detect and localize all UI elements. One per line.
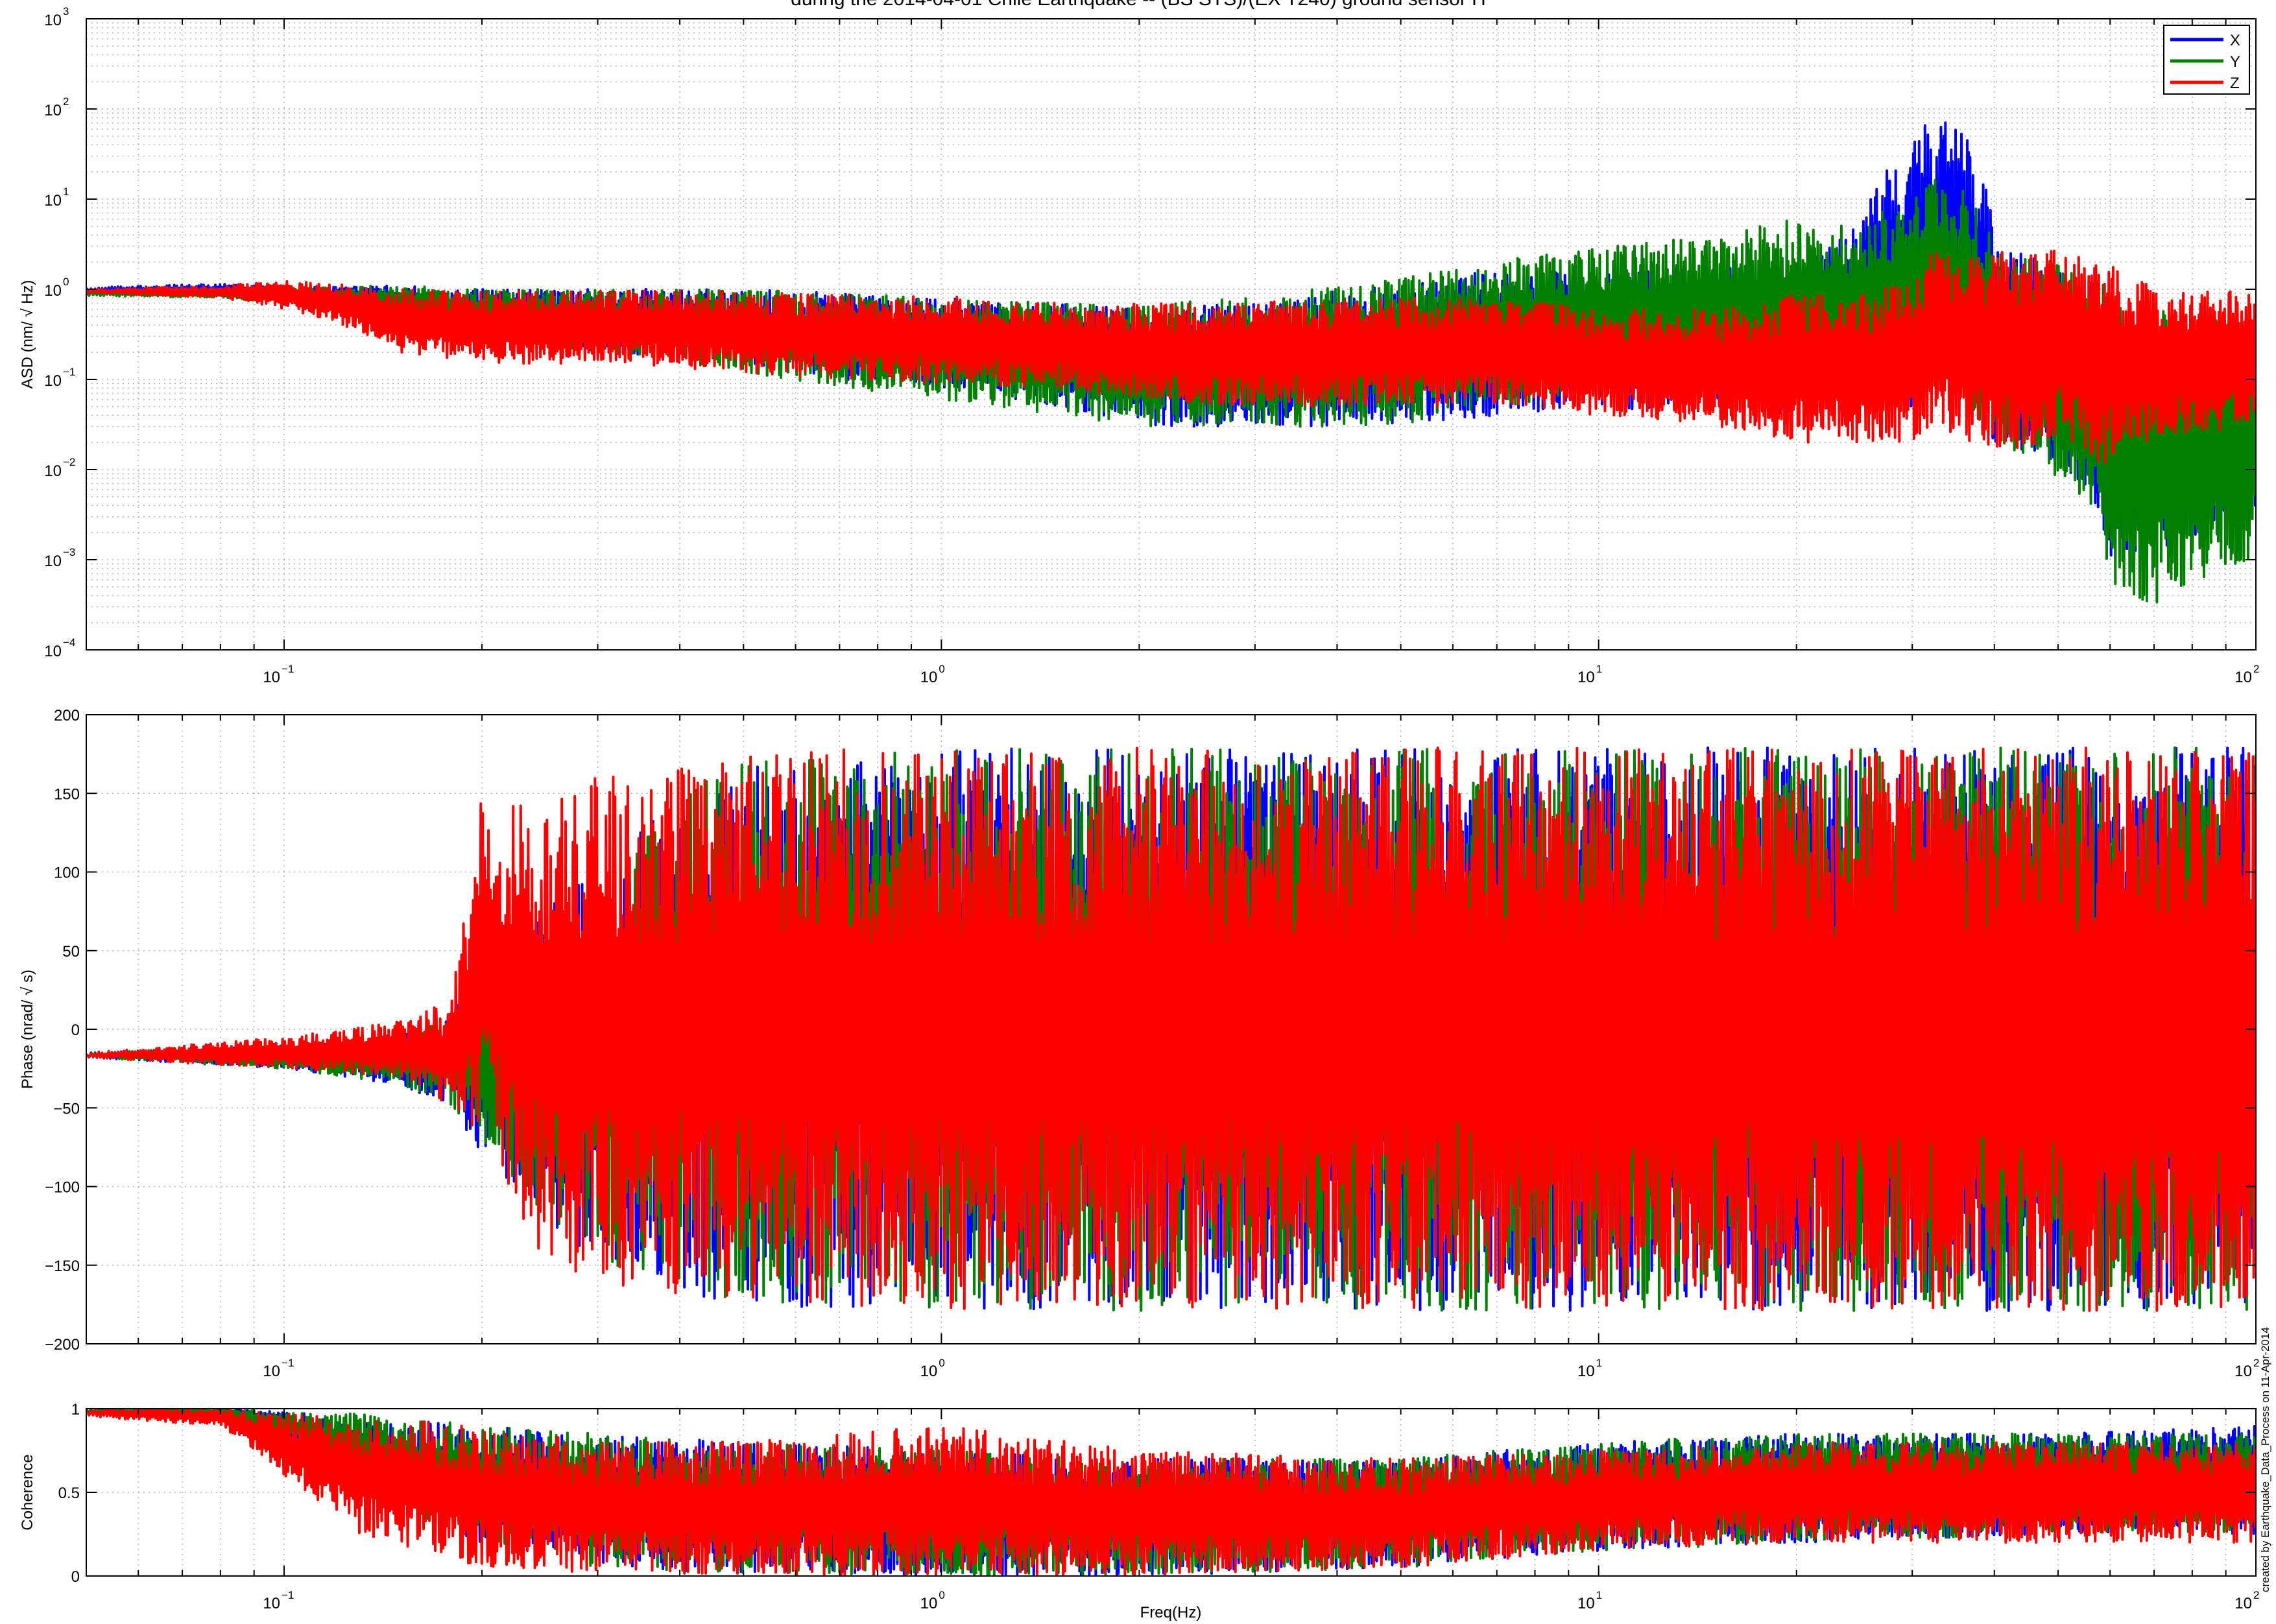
- x-tick-exponent: 1: [1596, 1357, 1602, 1369]
- y-tick-label: 0: [71, 1021, 80, 1039]
- y-tick-exponent: −1: [63, 366, 75, 378]
- y-tick-label: 150: [54, 785, 80, 803]
- legend-label-z: Z: [2230, 75, 2240, 92]
- x-axis-label: Freq(Hz): [1140, 1604, 1202, 1621]
- x-tick-exponent: 1: [1596, 663, 1602, 675]
- y-tick-label: 10: [44, 102, 62, 119]
- y-tick-label: 10: [44, 553, 62, 570]
- x-tick-label: 10: [2234, 669, 2252, 686]
- y-tick-label: 10: [44, 643, 62, 660]
- x-tick-exponent: −1: [282, 663, 294, 675]
- y-tick-label: −100: [45, 1179, 80, 1197]
- y-tick-exponent: 2: [63, 95, 69, 108]
- x-tick-label: 10: [263, 1595, 280, 1612]
- series-line-z: [86, 1409, 2256, 1576]
- asd-panel: 10 −1 10 0 10 1 10 210−410−310−210−110010110210…: [19, 5, 2259, 686]
- phase-panel: 10 −1 10 0 10 1 10 2−200−150−100−50050100150200…: [19, 707, 2259, 1380]
- y-tick-exponent: −3: [63, 546, 75, 558]
- x-tick-label: 10: [920, 1595, 938, 1612]
- y-tick-exponent: −4: [63, 636, 75, 649]
- legend-label-x: X: [2230, 32, 2240, 49]
- y-tick-label: 10: [44, 282, 62, 300]
- x-tick-label: 10: [920, 1363, 938, 1380]
- x-tick-exponent: −1: [282, 1357, 294, 1369]
- y-tick-label: 0: [71, 1568, 80, 1586]
- y-tick-label: 10: [44, 12, 62, 29]
- figure-title: during the 2014-04-01 Chile Earthquake -…: [791, 0, 1486, 10]
- tick-marks: [86, 715, 2257, 1344]
- x-tick-label: 10: [1577, 1595, 1595, 1612]
- y-tick-label: 10: [44, 462, 62, 480]
- y-tick-label: −150: [45, 1258, 80, 1275]
- y-tick-label: 200: [54, 707, 80, 724]
- y-tick-label: −200: [45, 1336, 80, 1354]
- axes-frame: [86, 18, 2257, 651]
- legend: XYZ: [2163, 25, 2250, 95]
- x-tick-exponent: 2: [2253, 663, 2259, 675]
- series-line-z: [86, 746, 2256, 1312]
- y-tick-label: 10: [44, 192, 62, 209]
- y-tick-label: 1: [71, 1401, 80, 1418]
- y-tick-label: −50: [53, 1100, 80, 1117]
- x-tick-label: 10: [2234, 1363, 2252, 1380]
- tick-marks: [86, 1409, 2257, 1576]
- x-tick-label: 10: [263, 1363, 280, 1380]
- y-tick-exponent: 3: [63, 5, 69, 18]
- tick-marks: [86, 19, 2257, 650]
- x-tick-label: 10: [263, 669, 280, 686]
- x-tick-label: 10: [1577, 669, 1595, 686]
- x-tick-exponent: 2: [2253, 1357, 2259, 1369]
- series-group: [86, 121, 2256, 604]
- series-group: [86, 746, 2256, 1312]
- y-axis-label: Phase (nrad/ √ s): [19, 970, 36, 1089]
- x-tick-exponent: −1: [282, 1589, 294, 1601]
- credit-text: created by Earthquake_Data_Process on 11…: [2259, 1327, 2271, 1592]
- x-tick-exponent: 0: [939, 1357, 944, 1369]
- x-tick-label: 10: [920, 669, 938, 686]
- y-tick-label: 100: [54, 865, 80, 882]
- x-tick-exponent: 0: [939, 663, 944, 675]
- x-tick-label: 10: [1577, 1363, 1595, 1380]
- x-tick-exponent: 0: [939, 1589, 944, 1601]
- x-tick-exponent: 1: [1596, 1589, 1602, 1601]
- series-group: [86, 1409, 2256, 1576]
- x-tick-exponent: 2: [2253, 1589, 2259, 1601]
- series-line-z: [86, 249, 2256, 464]
- y-tick-exponent: −2: [63, 456, 75, 468]
- y-tick-label: 0.5: [58, 1485, 80, 1502]
- y-axis-label: ASD (nm/ √ Hz): [19, 280, 36, 389]
- y-tick-label: 50: [62, 943, 80, 961]
- y-tick-exponent: 0: [63, 276, 69, 288]
- legend-label-y: Y: [2230, 53, 2240, 71]
- y-axis-label: Coherence: [19, 1454, 36, 1530]
- y-tick-label: 10: [44, 372, 62, 390]
- x-tick-label: 10: [2234, 1595, 2252, 1612]
- y-tick-exponent: 1: [63, 185, 69, 198]
